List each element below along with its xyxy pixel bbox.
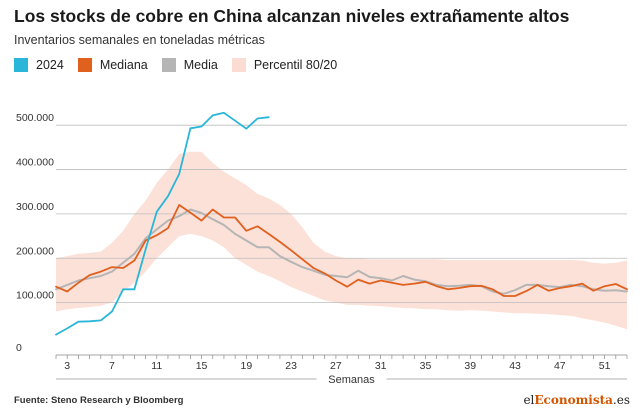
y-tick-label: 200.000 [16, 245, 54, 257]
logo-suffix: .es [612, 393, 630, 407]
x-tick-label: 27 [330, 360, 342, 372]
x-tick-label: 51 [599, 360, 611, 372]
legend-swatch-2024 [14, 58, 28, 72]
logo-prefix: el [523, 393, 535, 407]
percentile-band [56, 151, 627, 330]
x-tick-label: 39 [464, 360, 476, 372]
legend-item-mediana: Mediana [77, 58, 148, 72]
series-line-media [55, 208, 628, 295]
chart-title: Los stocks de cobre en China alcanzan ni… [14, 6, 570, 26]
y-tick-label: 400.000 [16, 157, 54, 169]
legend-label-mediana: Mediana [99, 58, 148, 72]
series-line-2024 [55, 111, 270, 336]
x-tick-label: 15 [196, 360, 208, 372]
legend-swatch-media [161, 58, 176, 72]
chart-subtitle: Inventarios semanales en toneladas métri… [14, 33, 265, 47]
x-tick-label: 3 [64, 360, 70, 372]
x-tick-label: 43 [509, 360, 521, 372]
x-tick-label: 47 [554, 360, 566, 372]
legend-label-percentil: Percentil 80/20 [253, 58, 338, 72]
chart-legend: 2024 Mediana Media Percentil 80/20 [14, 58, 351, 72]
logo-highlight: Economista [534, 393, 613, 407]
y-tick-label: 0 [16, 342, 22, 354]
x-tick-label: 11 [151, 360, 162, 372]
legend-item-2024: 2024 [14, 58, 64, 72]
x-tick-label: 31 [375, 360, 387, 372]
eleconomista-logo: elEconomista.es [523, 393, 630, 407]
series-line-mediana [55, 204, 628, 297]
source-note: Fuente: Steno Research y Bloomberg [14, 395, 184, 406]
legend-item-percentil: Percentil 80/20 [231, 58, 338, 72]
legend-swatch-percentil [231, 58, 246, 72]
legend-item-media: Media [161, 58, 218, 72]
y-tick-label: 300.000 [16, 201, 54, 213]
legend-swatch-mediana [77, 58, 92, 72]
y-tick-label: 500.000 [16, 112, 54, 124]
x-tick-label: 35 [420, 360, 432, 372]
x-tick-label: 23 [285, 360, 297, 372]
x-tick-label: 7 [109, 360, 115, 372]
x-tick-label: 19 [240, 360, 252, 372]
y-tick-label: 100.000 [16, 290, 54, 302]
legend-label-media: Media [183, 58, 218, 72]
legend-label-2024: 2024 [36, 58, 64, 72]
x-axis-label: Semanas [328, 374, 375, 386]
